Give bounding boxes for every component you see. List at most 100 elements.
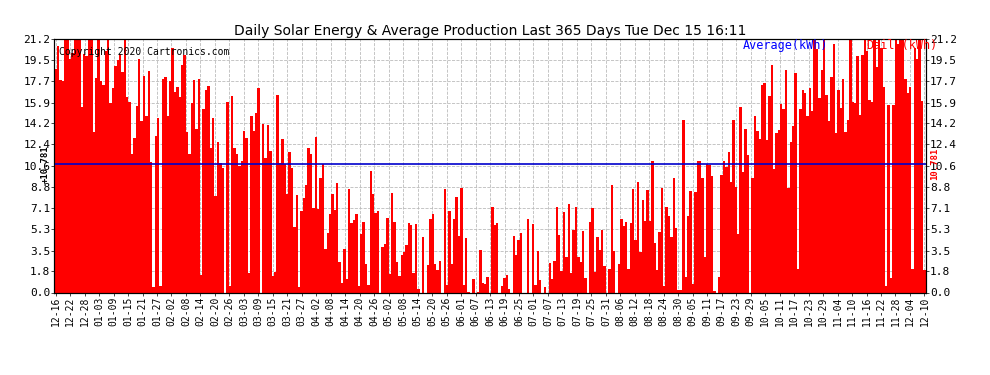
Bar (403, 252, 405, 292)
Bar (558, 235, 560, 292)
Bar (300, 211, 303, 292)
Bar (391, 194, 393, 292)
Bar (553, 261, 555, 292)
Bar (699, 161, 701, 292)
Bar (907, 93, 909, 292)
Bar (658, 232, 660, 292)
Bar (71, 53, 73, 292)
Bar (844, 132, 846, 292)
Bar (831, 77, 833, 292)
Bar (863, 40, 866, 292)
Bar (632, 189, 635, 292)
Bar (773, 169, 775, 292)
Bar (604, 266, 606, 292)
Bar (697, 161, 699, 292)
Bar (883, 87, 885, 292)
Bar (157, 118, 159, 292)
Bar (193, 80, 195, 292)
Bar (875, 67, 878, 292)
Bar (778, 130, 780, 292)
Bar (269, 151, 271, 292)
Bar (582, 231, 584, 292)
Bar (802, 90, 804, 292)
Bar (178, 98, 181, 292)
Bar (544, 287, 546, 292)
Bar (166, 116, 169, 292)
Bar (217, 142, 219, 292)
Bar (751, 178, 753, 292)
Bar (367, 285, 369, 292)
Bar (730, 182, 733, 292)
Bar (563, 212, 565, 292)
Bar (161, 79, 164, 292)
Bar (816, 48, 819, 292)
Bar (276, 96, 279, 292)
Text: +10.781: +10.781 (42, 145, 50, 183)
Bar (138, 59, 141, 292)
Bar (675, 228, 677, 292)
Bar (450, 264, 453, 292)
Bar (252, 130, 255, 292)
Bar (704, 257, 706, 292)
Bar (384, 244, 386, 292)
Bar (293, 227, 296, 292)
Text: 10.781: 10.781 (930, 148, 939, 180)
Bar (486, 278, 489, 292)
Bar (589, 222, 591, 292)
Bar (656, 270, 658, 292)
Bar (59, 80, 61, 292)
Bar (625, 222, 628, 292)
Bar (88, 36, 90, 292)
Bar (858, 115, 861, 292)
Bar (124, 36, 126, 292)
Bar (198, 79, 200, 292)
Bar (303, 198, 305, 292)
Bar (909, 87, 912, 292)
Bar (628, 269, 630, 292)
Bar (61, 81, 64, 292)
Bar (599, 251, 601, 292)
Bar (207, 86, 210, 292)
Bar (826, 95, 828, 292)
Bar (315, 137, 317, 292)
Bar (790, 142, 792, 292)
Bar (66, 36, 68, 292)
Bar (579, 262, 582, 292)
Bar (787, 188, 790, 292)
Bar (706, 164, 709, 292)
Bar (405, 245, 408, 292)
Bar (288, 152, 291, 292)
Bar (890, 278, 892, 292)
Bar (642, 200, 644, 292)
Bar (164, 77, 166, 292)
Bar (389, 274, 391, 292)
Bar (310, 154, 312, 292)
Bar (846, 120, 849, 292)
Bar (885, 286, 887, 292)
Bar (809, 88, 811, 292)
Bar (357, 285, 360, 292)
Bar (527, 219, 530, 292)
Bar (134, 138, 136, 292)
Bar (548, 263, 550, 292)
Bar (229, 286, 231, 292)
Bar (902, 36, 904, 292)
Bar (835, 133, 838, 292)
Bar (506, 275, 508, 292)
Bar (709, 165, 711, 292)
Bar (372, 194, 374, 292)
Bar (763, 83, 765, 292)
Bar (465, 238, 467, 292)
Bar (305, 184, 308, 292)
Bar (758, 139, 761, 292)
Bar (828, 120, 831, 292)
Bar (479, 250, 482, 292)
Bar (348, 189, 350, 292)
Bar (107, 36, 109, 292)
Bar (728, 152, 730, 292)
Bar (567, 204, 570, 292)
Bar (878, 36, 880, 292)
Bar (439, 261, 442, 292)
Bar (344, 249, 346, 292)
Bar (298, 287, 300, 292)
